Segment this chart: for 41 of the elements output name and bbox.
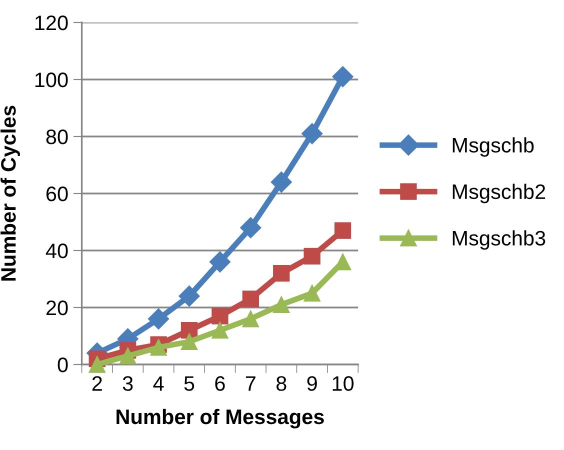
point bbox=[88, 356, 106, 373]
point bbox=[242, 310, 259, 328]
x-tick-label: 3 bbox=[122, 376, 133, 391]
point bbox=[240, 217, 262, 238]
point bbox=[180, 333, 198, 350]
point bbox=[302, 123, 323, 144]
legend-label: Msgschb2 bbox=[452, 184, 546, 204]
x-tick-label: 4 bbox=[153, 376, 164, 391]
point bbox=[304, 248, 320, 265]
point bbox=[273, 264, 290, 282]
point bbox=[212, 308, 228, 324]
point bbox=[332, 66, 354, 88]
point bbox=[212, 322, 228, 339]
legend-label: Msgschb3 bbox=[452, 230, 546, 250]
x-tick-label: 5 bbox=[184, 376, 194, 391]
y-tick-label: 20 bbox=[46, 300, 68, 316]
legend-label: Msgschb bbox=[452, 137, 534, 157]
point bbox=[270, 172, 292, 193]
y-tick-label: 40 bbox=[46, 244, 68, 258]
y-tick-label: 100 bbox=[35, 72, 68, 88]
point bbox=[242, 290, 259, 308]
point bbox=[120, 348, 136, 364]
point bbox=[304, 284, 320, 302]
x-tick-label: 2 bbox=[92, 376, 102, 391]
point bbox=[273, 296, 290, 313]
y-tick-label: 80 bbox=[46, 130, 68, 144]
y-tick-label: 120 bbox=[35, 16, 68, 30]
x-tick-label: 8 bbox=[276, 376, 286, 391]
point bbox=[178, 286, 200, 307]
x-tick-label: 6 bbox=[215, 376, 225, 391]
x-axis-title: Number of Messages bbox=[116, 408, 324, 428]
point bbox=[150, 339, 167, 356]
point bbox=[334, 222, 352, 239]
point bbox=[148, 308, 170, 330]
x-tick-label: 7 bbox=[246, 376, 256, 391]
y-axis-title: Number of Cycles bbox=[0, 106, 20, 281]
x-tick-label: 9 bbox=[307, 376, 317, 391]
point bbox=[209, 251, 230, 272]
y-tick-label: 0 bbox=[58, 358, 68, 372]
x-tick-label: 10 bbox=[332, 376, 354, 391]
y-tick-label: 60 bbox=[46, 186, 68, 202]
